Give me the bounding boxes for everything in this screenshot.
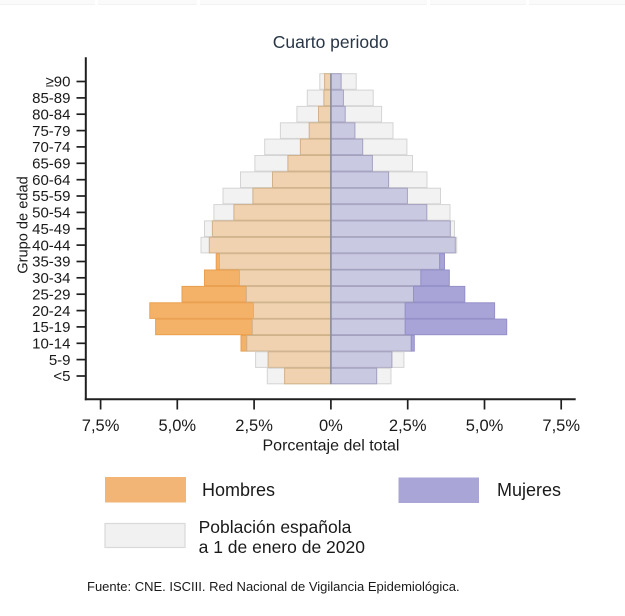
- svg-text:2,5%: 2,5%: [389, 417, 427, 435]
- svg-text:a 1 de enero de 2020: a 1 de enero de 2020: [199, 537, 366, 557]
- svg-text:5-9: 5-9: [49, 352, 71, 369]
- svg-text:<5: <5: [53, 368, 70, 385]
- svg-text:Cuarto periodo: Cuarto periodo: [273, 32, 389, 52]
- svg-text:70-74: 70-74: [32, 139, 70, 156]
- svg-text:2,5%: 2,5%: [235, 417, 273, 435]
- svg-text:75-79: 75-79: [32, 123, 70, 140]
- svg-text:Fuente: CNE. ISCIII. Red Nacio: Fuente: CNE. ISCIII. Red Nacional de Vig…: [87, 579, 460, 594]
- svg-text:50-54: 50-54: [32, 205, 70, 222]
- svg-text:Grupo de edad: Grupo de edad: [16, 176, 32, 273]
- svg-text:30-34: 30-34: [32, 270, 70, 287]
- svg-text:85-89: 85-89: [32, 90, 70, 107]
- svg-text:≥90: ≥90: [46, 74, 71, 91]
- svg-text:Hombres: Hombres: [202, 480, 275, 500]
- svg-text:0%: 0%: [319, 417, 343, 435]
- svg-text:Porcentaje del total: Porcentaje del total: [263, 438, 400, 455]
- svg-text:Población española: Población española: [199, 517, 352, 537]
- svg-text:40-44: 40-44: [32, 237, 70, 254]
- svg-text:7,5%: 7,5%: [82, 417, 120, 435]
- svg-text:45-49: 45-49: [32, 221, 70, 238]
- svg-text:15-19: 15-19: [32, 319, 70, 336]
- svg-text:25-29: 25-29: [32, 286, 70, 303]
- svg-text:80-84: 80-84: [32, 106, 70, 123]
- svg-text:35-39: 35-39: [32, 254, 70, 271]
- svg-text:7,5%: 7,5%: [542, 417, 580, 435]
- svg-text:Mujeres: Mujeres: [497, 480, 561, 500]
- svg-text:5,0%: 5,0%: [158, 417, 196, 435]
- svg-text:55-59: 55-59: [32, 188, 70, 205]
- svg-text:5,0%: 5,0%: [466, 417, 504, 435]
- svg-text:10-14: 10-14: [32, 336, 70, 353]
- svg-text:65-69: 65-69: [32, 156, 70, 173]
- svg-text:60-64: 60-64: [32, 172, 70, 189]
- svg-text:20-24: 20-24: [32, 303, 70, 320]
